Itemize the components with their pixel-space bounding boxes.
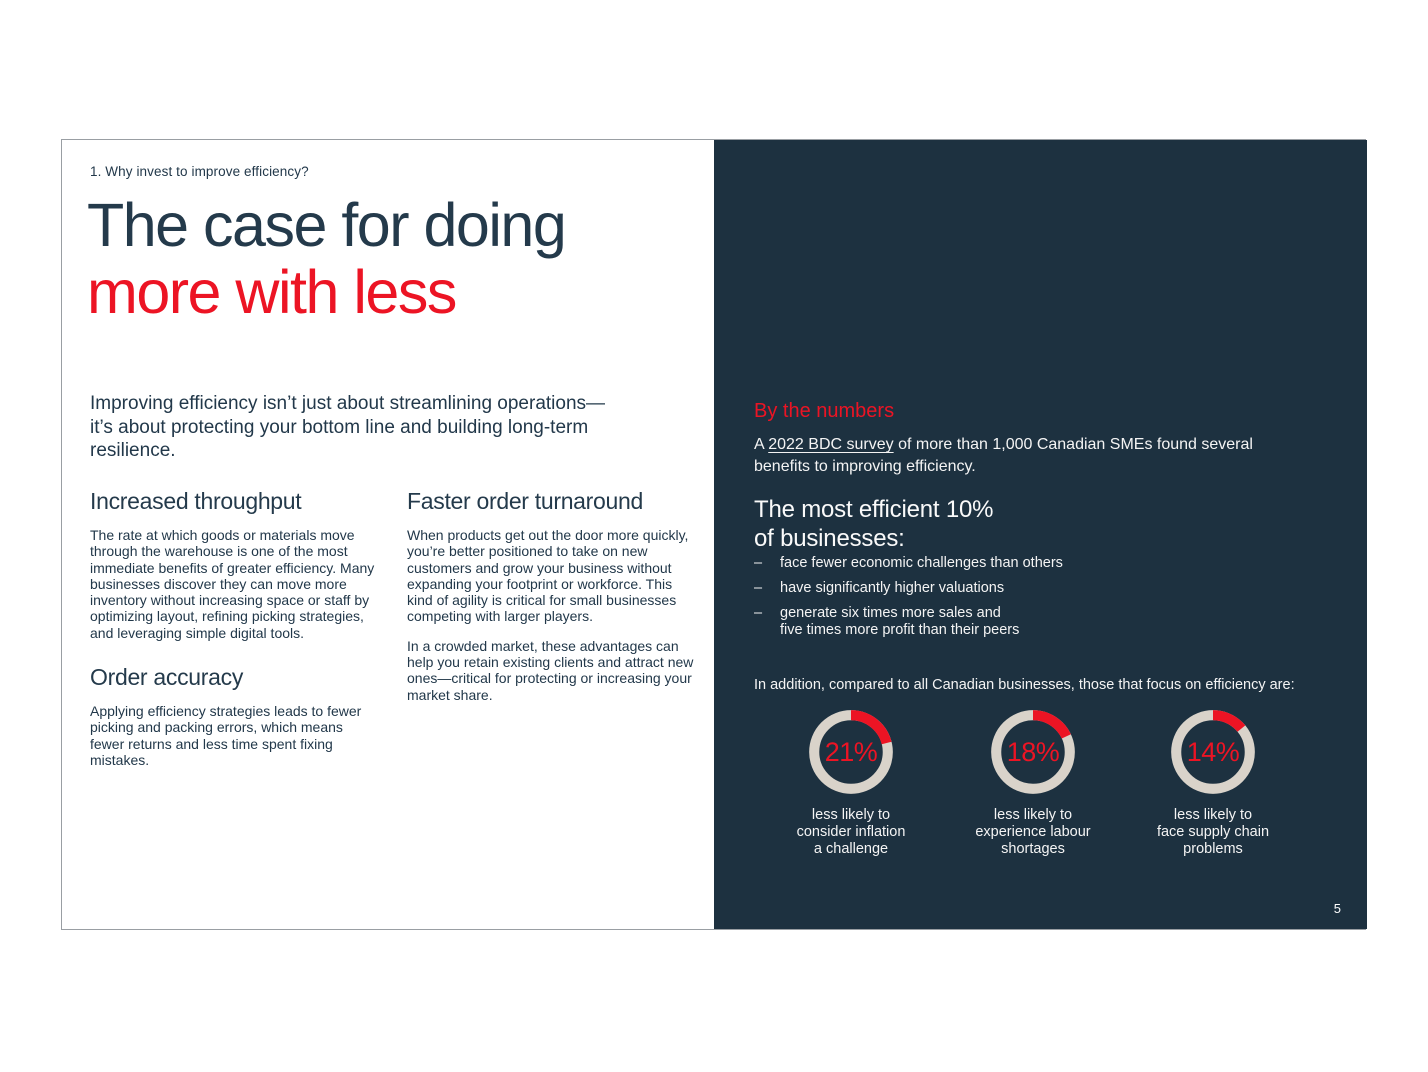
section-body: Applying efficiency strategies leads to … bbox=[90, 703, 362, 768]
section-heading-order-accuracy: Order accuracy bbox=[90, 664, 244, 691]
donut-chart-18-percent: 18% bbox=[987, 706, 1079, 798]
section-body: When products get out the door more quic… bbox=[407, 527, 689, 625]
donut-caption: less likely to face supply chain problem… bbox=[1138, 807, 1288, 858]
donut-value-label: 14% bbox=[1186, 736, 1240, 767]
donut-value-label: 21% bbox=[824, 736, 878, 767]
intro-paragraph: Improving efficiency isn’t just about st… bbox=[90, 393, 606, 461]
donut-ring bbox=[1171, 710, 1255, 794]
panel-subheading-line2: of businesses: bbox=[754, 525, 905, 552]
column-left: Increased throughput The rate at which g… bbox=[90, 488, 379, 781]
column-right: Faster order turnaround When products ge… bbox=[407, 488, 696, 781]
list-item: – generate six times more sales and five… bbox=[754, 605, 1314, 639]
chapter-eyebrow: 1. Why invest to improve efficiency? bbox=[90, 164, 309, 179]
caption-line: less likely to bbox=[993, 807, 1073, 823]
bullet-text: five times more profit than their peers bbox=[780, 622, 1020, 638]
panel-intro-suffix: of more than 1,000 Canadian SMEs found s… bbox=[754, 436, 1253, 475]
panel-subheading-line1: The most efficient 10% bbox=[754, 496, 994, 523]
caption-line: face supply chain bbox=[1156, 824, 1270, 840]
bullet-text: have significantly higher valuations bbox=[780, 580, 1005, 596]
section-heading-increased-throughput: Increased throughput bbox=[90, 488, 302, 514]
comparison-intro: In addition, compared to all Canadian bu… bbox=[754, 677, 1295, 693]
list-item: – face fewer economic challenges than ot… bbox=[754, 555, 1314, 572]
left-panel: 1. Why invest to improve efficiency? The… bbox=[62, 140, 714, 929]
panel-intro-prefix: A bbox=[754, 436, 769, 453]
donut-ring bbox=[809, 710, 893, 794]
caption-line: shortages bbox=[1001, 841, 1065, 857]
stat-block-labour: 18% less likely to experience labour sho… bbox=[958, 706, 1108, 858]
bullet-text: generate six times more sales and bbox=[780, 605, 1001, 621]
donut-chart-14-percent: 14% bbox=[1167, 706, 1259, 798]
donut-ring bbox=[991, 710, 1075, 794]
panel-intro: A 2022 BDC survey of more than 1,000 Can… bbox=[754, 434, 1309, 477]
page-title: The case for doing more with less bbox=[87, 191, 567, 326]
caption-line: less likely to bbox=[1173, 807, 1253, 823]
panel-subheading: The most efficient 10% of businesses: bbox=[754, 495, 993, 553]
panel-heading: By the numbers bbox=[754, 400, 895, 422]
caption-line: experience labour bbox=[975, 824, 1091, 840]
bullet-dash: – bbox=[754, 605, 763, 621]
section-body: In a crowded market, these advantages ca… bbox=[407, 637, 694, 703]
page-title-line2: more with less bbox=[87, 258, 457, 326]
caption-line: problems bbox=[1183, 841, 1243, 857]
caption-line: a challenge bbox=[813, 841, 889, 857]
benefit-bullet-list: – face fewer economic challenges than ot… bbox=[754, 555, 1314, 647]
caption-line: consider inflation bbox=[796, 824, 906, 840]
list-item: – have significantly higher valuations bbox=[754, 580, 1314, 597]
donut-caption: less likely to consider inflation a chal… bbox=[776, 807, 926, 858]
bullet-dash: – bbox=[754, 580, 763, 596]
bdc-survey-link[interactable]: 2022 BDC survey bbox=[768, 436, 894, 453]
section-heading-faster-order-turnaround: Faster order turnaround bbox=[407, 488, 644, 514]
donut-value-label: 18% bbox=[1006, 736, 1060, 767]
stat-block-inflation: 21% less likely to consider inflation a … bbox=[776, 706, 926, 858]
page-title-line1: The case for doing bbox=[87, 191, 567, 259]
donut-chart-21-percent: 21% bbox=[805, 706, 897, 798]
donut-caption: less likely to experience labour shortag… bbox=[958, 807, 1108, 858]
bullet-text: face fewer economic challenges than othe… bbox=[780, 555, 1063, 571]
caption-line: less likely to bbox=[811, 807, 891, 823]
stat-block-supply-chain: 14% less likely to face supply chain pro… bbox=[1138, 706, 1288, 858]
by-the-numbers-panel: By the numbers A 2022 BDC survey of more… bbox=[714, 140, 1367, 929]
section-body: The rate at which goods or materials mov… bbox=[90, 527, 375, 641]
bullet-dash: – bbox=[754, 555, 763, 571]
page-number: 5 bbox=[1333, 901, 1341, 916]
brochure-page: 1. Why invest to improve efficiency? The… bbox=[61, 139, 1367, 930]
benefit-columns: Increased throughput The rate at which g… bbox=[90, 488, 696, 781]
donut-stats-row: 21% less likely to consider inflation a … bbox=[714, 706, 1367, 921]
